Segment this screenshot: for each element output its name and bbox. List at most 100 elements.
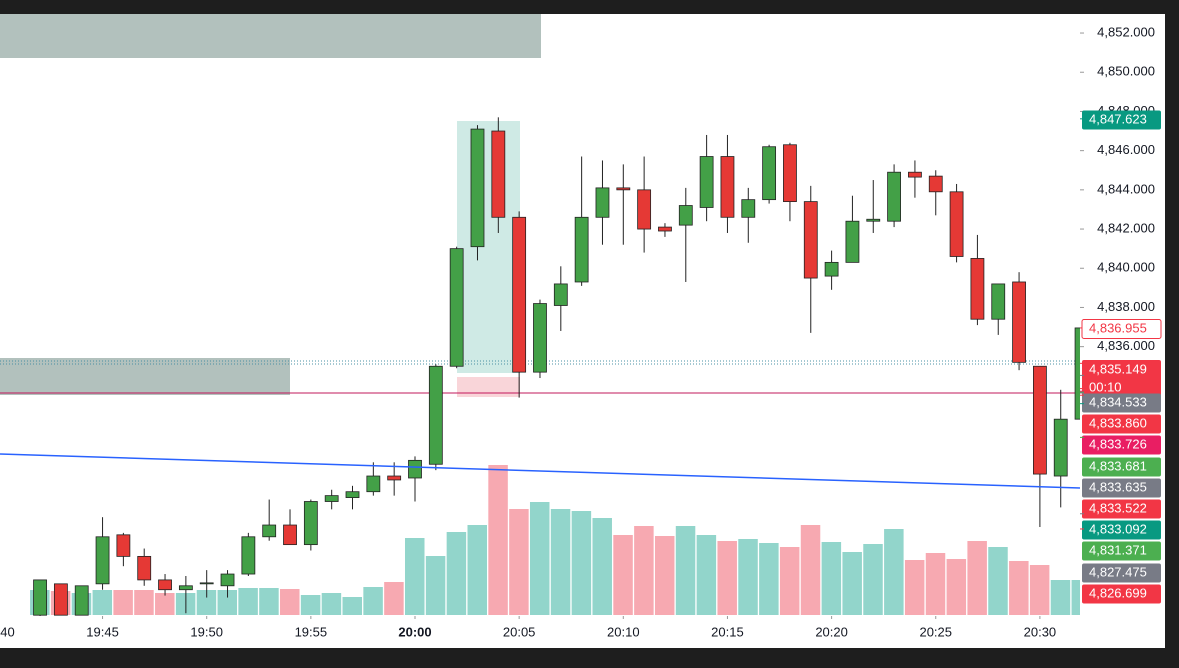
volume-bar xyxy=(92,590,113,615)
highlight-box xyxy=(457,121,520,373)
y-tick-label: 4,844.000 xyxy=(1097,181,1155,196)
candle-body xyxy=(178,585,193,591)
y-tick-label: 4,842.000 xyxy=(1097,220,1155,235)
volume-bar xyxy=(217,590,238,615)
candle-body xyxy=(116,534,131,557)
volume-bar xyxy=(488,465,508,615)
volume-bar xyxy=(342,597,363,615)
price-label: 4,831.371 xyxy=(1089,542,1147,557)
volume-bar xyxy=(405,538,425,615)
candle-body xyxy=(53,583,68,616)
candle-body xyxy=(762,146,777,201)
candle-body xyxy=(845,220,860,263)
candle-body xyxy=(283,524,297,546)
volume-bar xyxy=(634,526,654,615)
x-tick-label: 20:20 xyxy=(815,624,848,639)
volume-bar xyxy=(446,532,467,615)
volume-bar xyxy=(717,541,737,615)
volume-bar xyxy=(1029,565,1050,615)
x-tick-label: 20:10 xyxy=(607,624,640,639)
price-label: 4,833.726 xyxy=(1089,436,1147,451)
price-label-box xyxy=(1082,414,1161,434)
volume-bar xyxy=(280,589,300,615)
candle-body xyxy=(887,171,901,222)
candle-body xyxy=(428,365,443,465)
frame xyxy=(1165,0,1179,663)
candle-body xyxy=(991,283,1006,320)
volume-bar xyxy=(884,529,904,615)
volume-bar xyxy=(1071,580,1080,615)
candle-body xyxy=(908,171,922,178)
volume-bar xyxy=(529,502,550,615)
candle-body xyxy=(1053,418,1068,477)
candle-body xyxy=(387,475,402,481)
price-label-box xyxy=(1081,319,1162,339)
x-tick-label: 20:25 xyxy=(919,624,952,639)
price-label: 4,827.475 xyxy=(1089,564,1147,579)
candle-body xyxy=(720,156,735,218)
volume-bar xyxy=(863,544,883,615)
price-label-box xyxy=(1082,563,1161,583)
candle-body xyxy=(324,495,339,502)
candles xyxy=(33,117,1080,616)
volume-bar xyxy=(571,511,592,615)
y-tick-label: 4,838.000 xyxy=(1097,299,1155,314)
y-tick-label: 4,836.000 xyxy=(1097,338,1155,353)
volume-bar xyxy=(134,590,154,615)
price-label: 4,833.860 xyxy=(1089,415,1147,430)
y-tick-label: 4,840.000 xyxy=(1097,260,1155,275)
price-label: 4,833.681 xyxy=(1089,458,1147,473)
volume-bar xyxy=(113,590,133,615)
candle-body xyxy=(74,585,89,616)
candle-body xyxy=(220,573,235,587)
candle-body xyxy=(637,189,652,230)
price-label-box xyxy=(1082,435,1161,455)
candle-body xyxy=(449,248,464,367)
price-label-box xyxy=(1082,520,1161,540)
volume-bar xyxy=(925,553,946,615)
volume xyxy=(30,465,1080,615)
price-label-box xyxy=(1082,478,1161,498)
volume-bar xyxy=(259,588,279,615)
candle-body xyxy=(1074,327,1080,420)
x-tick-label: 20:05 xyxy=(503,624,536,639)
candle-body xyxy=(824,261,839,277)
x-tick-label: 19:55 xyxy=(295,624,328,639)
x-tick-label: 19:45 xyxy=(86,624,119,639)
price-label: 4,833.092 xyxy=(1089,521,1147,536)
candle-body xyxy=(658,226,672,232)
price-label: 4,833.635 xyxy=(1089,479,1147,494)
price-label-box xyxy=(1082,584,1161,604)
candle-body xyxy=(928,175,943,193)
price-label: 4,833.522 xyxy=(1089,500,1147,515)
volume-bar xyxy=(467,525,487,615)
volume-bar xyxy=(800,525,821,615)
volume-bar xyxy=(1050,580,1071,615)
volume-bar xyxy=(425,556,446,615)
volume-bar xyxy=(384,582,404,615)
zone-box xyxy=(0,14,541,58)
candle-body xyxy=(345,491,360,498)
drawings xyxy=(0,14,1080,397)
candle-body xyxy=(533,303,547,373)
axes: 4,852.0004,850.0004,848.0004,846.0004,84… xyxy=(0,24,1162,639)
countdown: 00:10 xyxy=(1089,379,1122,394)
x-tick-label: 19:50 xyxy=(190,624,223,639)
volume-bar xyxy=(821,542,842,615)
volume-bar xyxy=(779,547,800,615)
candle-body xyxy=(137,555,152,581)
candle-body xyxy=(512,216,527,373)
volume-bar xyxy=(196,590,217,615)
volume-bar xyxy=(155,593,175,615)
x-tick-label: 20:00 xyxy=(398,624,431,639)
candle-body xyxy=(408,459,422,479)
x-tick-label: 20:15 xyxy=(711,624,744,639)
price-label-box xyxy=(1082,110,1161,130)
price-label: 4,847.623 xyxy=(1089,111,1147,126)
price-label: 4,834.533 xyxy=(1089,394,1147,409)
volume-bar xyxy=(1009,561,1029,615)
y-tick-label: 4,852.000 xyxy=(1097,24,1155,39)
volume-bar xyxy=(238,588,258,615)
price-label: 4,836.955 xyxy=(1089,320,1147,335)
